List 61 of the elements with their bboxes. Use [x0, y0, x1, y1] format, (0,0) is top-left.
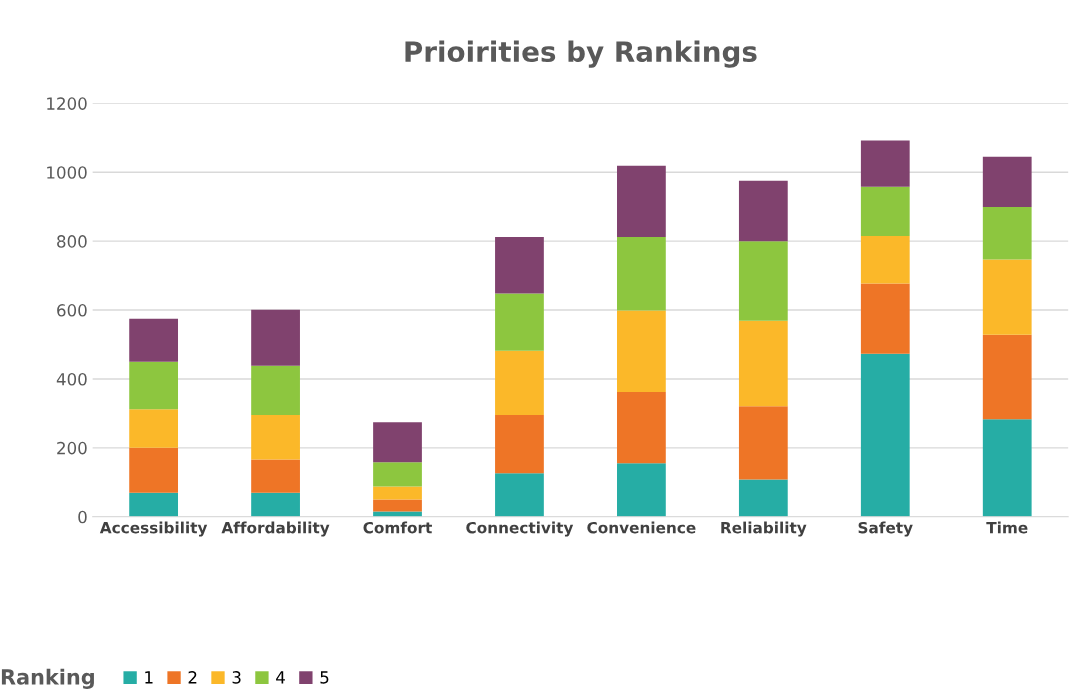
bar [495, 473, 544, 517]
bar [129, 447, 179, 493]
bar [617, 237, 666, 311]
x-tick-label: Connectivity [466, 521, 574, 537]
bar [251, 492, 300, 517]
bar [982, 207, 1032, 260]
bar [373, 422, 422, 463]
bar [738, 320, 788, 407]
bar [617, 165, 666, 238]
bar [860, 353, 910, 517]
bar [495, 415, 544, 474]
bar [860, 140, 910, 187]
bar [860, 283, 910, 354]
bar [251, 459, 300, 493]
bar [982, 259, 1032, 335]
bar [738, 180, 788, 242]
y-tick-label: 800 [57, 235, 87, 248]
x-tick-label: Affordability [221, 521, 330, 537]
x-tick-label: Comfort [363, 521, 432, 534]
x-tick-label: Reliability [721, 521, 807, 537]
bar [982, 419, 1032, 517]
x-tick-label: Convenience [587, 521, 696, 534]
bar [982, 156, 1032, 208]
y-tick-label: 600 [57, 304, 87, 317]
chart-title: Prioirities by Rankings [405, 40, 757, 68]
bar [617, 310, 666, 393]
bar [495, 350, 544, 416]
y-tick-label: 1200 [47, 97, 87, 110]
bar [373, 499, 422, 512]
legend-label: 3 [232, 671, 241, 684]
bar [982, 334, 1032, 420]
x-tick-label: Safety [858, 521, 913, 537]
bar [495, 293, 544, 351]
bar [251, 309, 300, 366]
bar [373, 462, 422, 487]
legend-title: Ranking [1, 668, 94, 689]
y-tick-label: 1000 [47, 166, 87, 179]
legend-label: 1 [145, 671, 153, 684]
bar [860, 186, 910, 236]
bar [251, 415, 300, 460]
bar [129, 318, 179, 362]
x-tick-label: Accessibility [99, 521, 208, 537]
bar [860, 235, 910, 284]
bar [738, 479, 788, 517]
y-tick-label: 0 [78, 510, 87, 524]
bar [129, 409, 179, 448]
y-tick-label: 200 [57, 441, 87, 455]
bar [617, 463, 666, 517]
bar [495, 237, 544, 294]
bar [617, 392, 666, 464]
bar [129, 361, 179, 410]
bar [129, 492, 179, 517]
legend-label: 2 [188, 671, 197, 684]
x-tick-label: Time [986, 521, 1028, 534]
y-tick-label: 400 [56, 372, 87, 386]
legend-label: 5 [320, 671, 329, 684]
bar [251, 365, 300, 416]
legend-label: 4 [276, 671, 285, 684]
bar [373, 486, 422, 500]
bar [738, 406, 788, 480]
bar [738, 241, 788, 321]
